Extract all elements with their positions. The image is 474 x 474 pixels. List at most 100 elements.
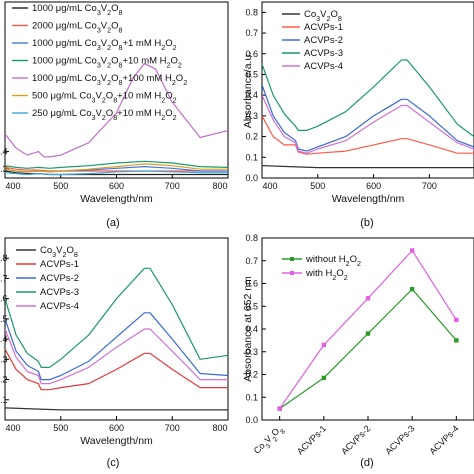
y-tick-label: 0.7: [245, 256, 258, 266]
y-tick-label: 0.5: [245, 301, 258, 311]
y-tick-label: 0.6: [245, 49, 258, 59]
data-point: [277, 406, 282, 411]
plot-frame: [261, 237, 474, 421]
series-line: [262, 94, 474, 154]
legend-label: ACVPs-2: [40, 273, 79, 284]
data-point: [321, 342, 327, 348]
y-axis-title: Absorbance at 652 nm: [242, 276, 254, 382]
series-line: [5, 170, 228, 176]
legend-label: 1000 μg/mL Co3V2O8+10 mM H2O2: [32, 56, 182, 70]
legend-label: 1000 μg/mL Co3V2O8: [32, 3, 122, 17]
x-tick-label: ACVPs-4: [428, 423, 461, 456]
x-tick-label: 600: [109, 181, 124, 191]
y-axis-title: Absorbance/a.u.: [242, 52, 254, 128]
series-line: [262, 59, 474, 138]
y-tick-label: 0.1: [245, 152, 258, 162]
legend-marker: [290, 257, 294, 261]
legend-label: 250 μg/mL Co3V2O8+10 mM H2O2: [32, 108, 177, 122]
y-tick-label: 0.0: [245, 173, 258, 183]
x-tick-label: ACVPs-2: [339, 423, 372, 456]
y-tick-label: 0.8: [245, 233, 258, 243]
x-tick-label: Co3V2O8: [252, 423, 287, 458]
legend-label: ACVPs-4: [40, 301, 79, 312]
y-tick-label: 0.2: [245, 370, 258, 380]
series-line: [262, 115, 474, 155]
legend-label: 1000 μg/mL Co3V2O8+100 mM H2O2: [32, 73, 187, 87]
x-tick-label: 500: [53, 181, 68, 191]
x-tick-label: 700: [165, 423, 180, 433]
y-tick-label: 0.8: [245, 7, 258, 17]
data-point: [454, 317, 459, 323]
legend-label: without H2O2: [305, 254, 361, 268]
plot-frame: [4, 237, 229, 421]
x-axis-title: Wavelength/nm: [80, 435, 153, 447]
legend-label: 500 μg/mL Co3V2O8+10 mM H2O2: [32, 91, 177, 105]
series-line: [5, 62, 228, 158]
y-tick-label: .4: [0, 147, 8, 157]
legend-label: with H2O2: [305, 268, 348, 282]
series-line: [262, 165, 474, 169]
legend-label: ACVPs-3: [40, 287, 79, 298]
series-group: [5, 62, 228, 176]
y-tick-label: 0.1: [245, 392, 258, 402]
data-point: [365, 296, 371, 301]
x-tick-label: 400: [262, 181, 277, 191]
series-line: [5, 160, 228, 169]
legend-label: 1000 μg/mL Co3V2O8+1 mM H2O2: [32, 38, 177, 52]
series-line: [5, 312, 228, 381]
series-line: [5, 267, 228, 368]
data-point: [409, 248, 415, 253]
series-line: [5, 328, 228, 385]
y-tick-label: .3: [0, 354, 8, 364]
series-group: [5, 267, 228, 411]
y-tick-label: .2: [0, 375, 8, 385]
x-tick-label: ACVPs-3: [383, 423, 416, 456]
y-tick-label: 0.0: [245, 415, 258, 425]
plot-frame: [261, 1, 474, 179]
legend-label: ACVPs-2: [304, 35, 343, 46]
x-axis-title: Wavelength/nm: [80, 193, 153, 205]
legend-label: ACVPs-1: [40, 259, 79, 270]
x-tick-label: 800: [212, 181, 227, 191]
y-tick-label: .4: [0, 334, 8, 344]
series-group: [262, 59, 474, 169]
data-point: [321, 375, 327, 381]
panel-label: (c): [107, 457, 120, 469]
y-tick-label: 0.3: [245, 347, 258, 357]
series-line: [5, 407, 228, 411]
y-tick-label: 0.4: [245, 90, 258, 100]
y-tick-label: 0.2: [245, 132, 258, 142]
y-tick-label: .3: [0, 164, 8, 174]
legend-label: 2000 μg/mL Co3V2O8: [32, 21, 122, 35]
x-tick-label: 500: [53, 423, 68, 433]
legend-label: ACVPs-4: [304, 61, 343, 72]
y-tick-label: 0.7: [245, 28, 258, 38]
series-line: [262, 84, 474, 152]
y-tick-label: .5: [0, 314, 8, 324]
panel-label: (a): [106, 217, 119, 229]
x-tick-label: 700: [165, 181, 180, 191]
y-tick-label: .6: [0, 294, 8, 304]
legend-label: Co3V2O8: [304, 9, 342, 23]
x-tick-label: 800: [212, 423, 227, 433]
legend-label: ACVPs-3: [304, 48, 343, 59]
x-tick-label: ACVPs-1: [295, 423, 328, 456]
y-tick-label: 0.4: [245, 324, 258, 334]
series-line: [5, 163, 228, 173]
panel-label: (b): [360, 217, 373, 229]
series-line: [279, 288, 457, 410]
x-axis-title: Wavelength/nm: [332, 193, 405, 205]
x-tick-label: 400: [5, 423, 20, 433]
data-point: [454, 338, 459, 343]
x-tick-label: 400: [5, 181, 20, 191]
data-point: [365, 331, 371, 336]
y-tick-label: 0.5: [245, 69, 258, 79]
legend-label: ACVPs-1: [304, 22, 343, 33]
data-point: [409, 286, 415, 292]
panel-b: 0.0 0.1 0.2 0.3 0.4 0.5 0.6 0.7 0.8 400 500 600 700 W…: [242, 1, 474, 229]
x-tick-label: 700: [422, 181, 437, 191]
panel-c: .1 .2 .3 .4 .5 .6 .7 .8 400 500 600 700 800 Wavelengt…: [0, 237, 229, 469]
y-tick-label: 0.3: [245, 111, 258, 121]
